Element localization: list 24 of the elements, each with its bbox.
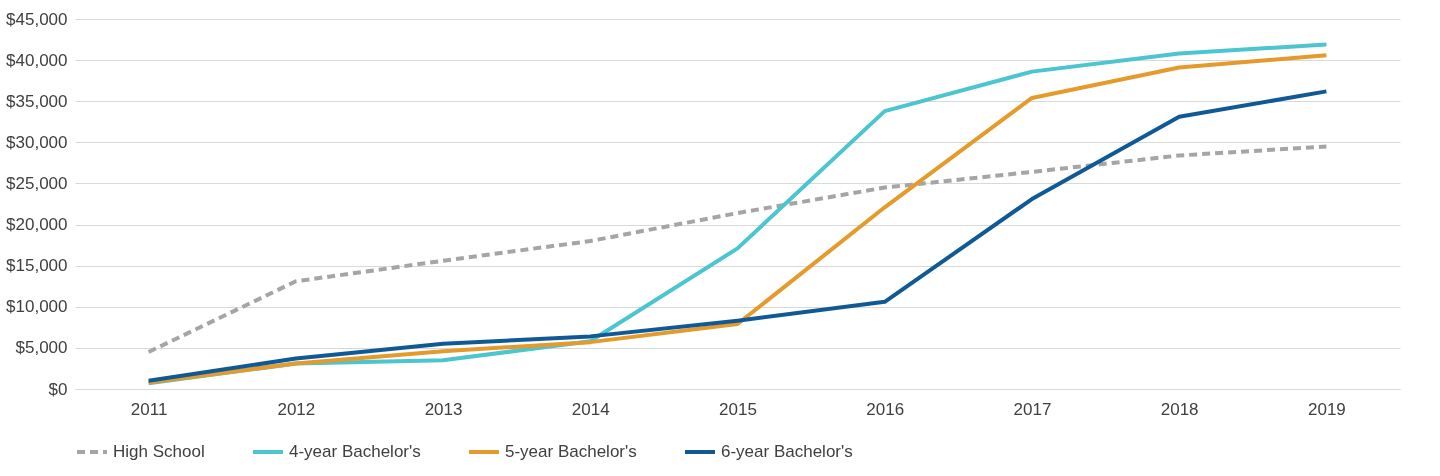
x-tick-label: 2012	[277, 399, 316, 419]
legend-label: High School	[113, 442, 205, 461]
y-tick-label: $35,000	[6, 91, 68, 111]
x-tick-label: 2013	[424, 399, 463, 419]
x-tick-label: 2011	[130, 399, 168, 419]
x-tick-label: 2018	[1160, 399, 1199, 419]
legend-label: 4-year Bachelor's	[289, 442, 421, 461]
y-tick-label: $45,000	[6, 9, 68, 29]
x-tick-label: 2014	[571, 399, 610, 419]
x-tick-label: 2017	[1013, 399, 1052, 419]
x-tick-label: 2019	[1307, 399, 1346, 419]
legend-label: 6-year Bachelor's	[721, 442, 853, 461]
y-tick-label: $5,000	[15, 338, 68, 358]
line-series	[146, 144, 1329, 354]
legend-label: 5-year Bachelor's	[505, 442, 637, 461]
y-tick-label: $15,000	[6, 256, 68, 276]
y-tick-label: $25,000	[6, 173, 68, 193]
x-tick-label: 2015	[719, 399, 757, 419]
y-tick-label: $0	[48, 379, 68, 399]
y-tick-label: $40,000	[6, 50, 68, 70]
y-tick-label: $20,000	[6, 215, 68, 235]
y-tick-label: $10,000	[6, 297, 68, 317]
x-tick-label: 2016	[866, 399, 905, 419]
y-tick-label: $30,000	[6, 132, 68, 152]
